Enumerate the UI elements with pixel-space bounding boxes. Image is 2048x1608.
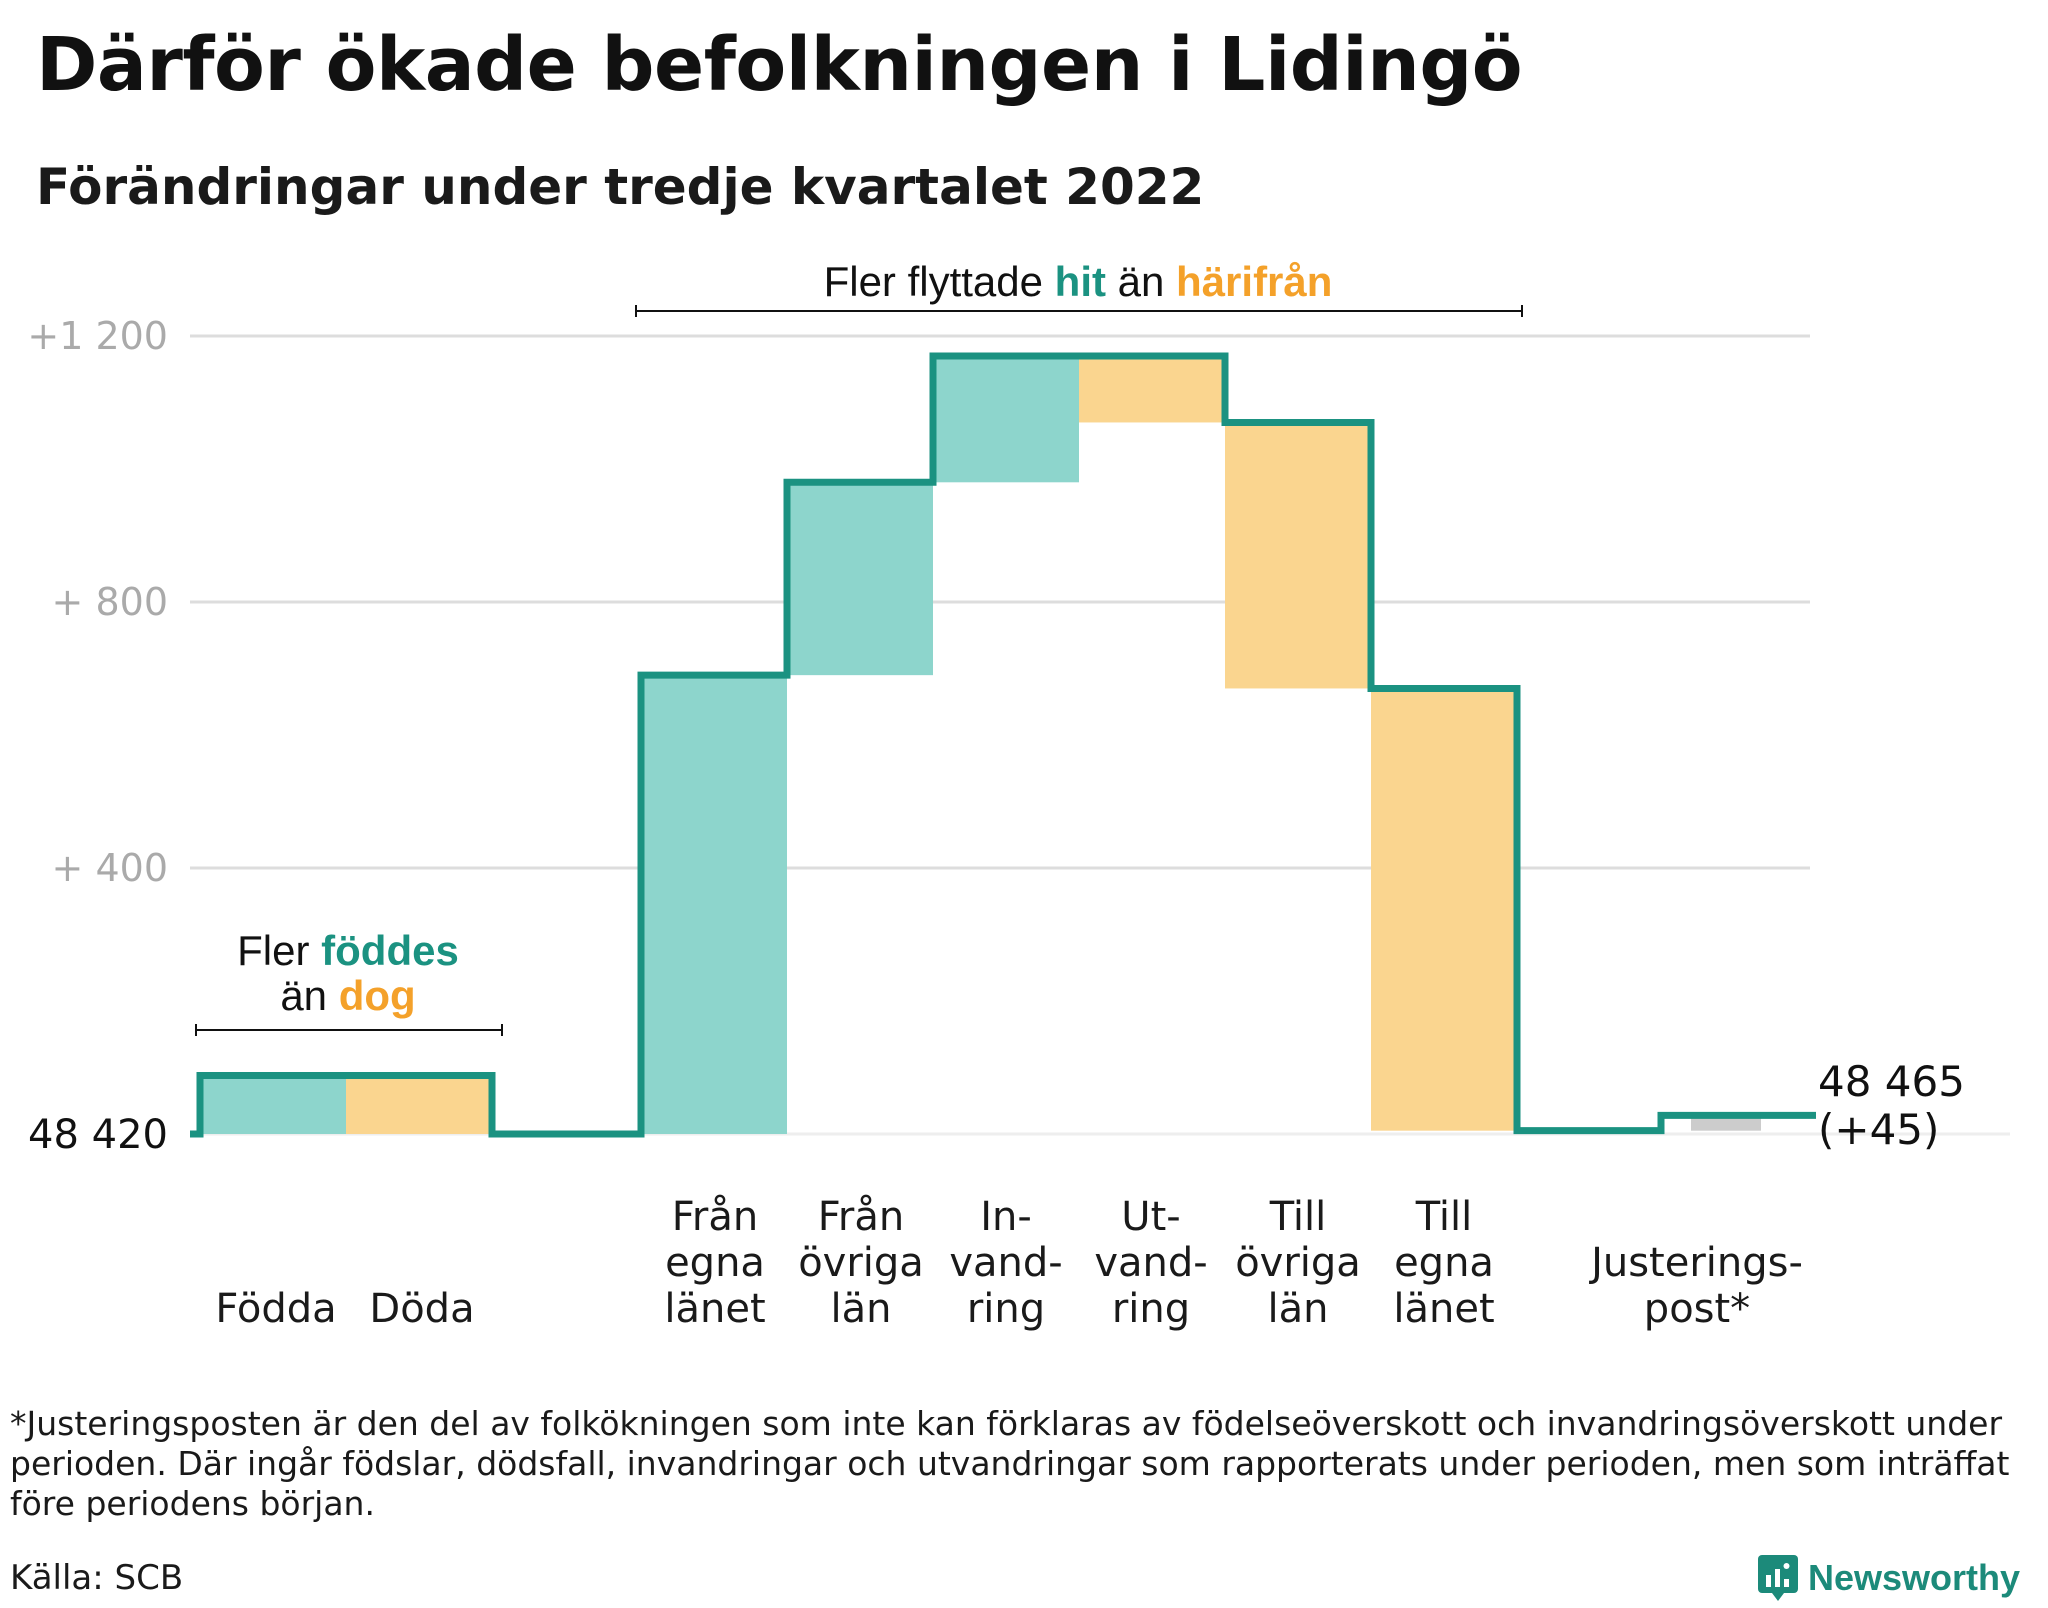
bars bbox=[200, 355, 1761, 1134]
grid-lines bbox=[190, 334, 2010, 1136]
annotation-births-part: Fler bbox=[237, 927, 321, 974]
bar-2 bbox=[346, 1075, 492, 1134]
category-label-line: länet bbox=[1393, 1286, 1494, 1332]
brand-logo: Newsworthy bbox=[1757, 1548, 2020, 1608]
bar-8 bbox=[1371, 688, 1517, 1131]
category-label-line: Till bbox=[1269, 1194, 1327, 1240]
category-label-line: egna bbox=[1394, 1240, 1494, 1286]
category-label-6: Ut-vand-ring bbox=[1094, 1194, 1207, 1332]
annotation-migration: Fler flyttade hit än härifrån bbox=[824, 258, 1333, 305]
annotation-deaths-part: än bbox=[280, 972, 338, 1019]
category-label-line: övriga bbox=[798, 1240, 924, 1286]
category-label-line: post* bbox=[1644, 1286, 1750, 1332]
category-label-2: Döda bbox=[369, 1286, 474, 1332]
category-label-line: länet bbox=[664, 1286, 765, 1332]
category-label-1: Födda bbox=[215, 1286, 336, 1332]
annotation-deaths: än dog bbox=[280, 972, 415, 1019]
end-value-label: 48 465 bbox=[1818, 1057, 1965, 1106]
category-label-line: Ut- bbox=[1121, 1194, 1180, 1240]
end-change-label: (+45) bbox=[1818, 1105, 1939, 1154]
bar-3 bbox=[641, 675, 787, 1134]
annotation-migration-part: hit bbox=[1055, 258, 1106, 305]
brand-name: Newsworthy bbox=[1807, 1557, 2020, 1598]
category-label-7: Till övriga län bbox=[1235, 1194, 1361, 1332]
annotation-migration-part: Fler flyttade bbox=[824, 258, 1055, 305]
y-tick-label-1: + 400 bbox=[52, 846, 168, 890]
y-tick-label-3: +1 200 bbox=[27, 314, 168, 358]
category-label-line: vand- bbox=[1094, 1240, 1207, 1286]
newsworthy-logo-icon bbox=[1757, 1555, 1798, 1601]
y-tick-label-2: + 800 bbox=[52, 580, 168, 624]
category-label-line: län bbox=[1268, 1286, 1329, 1332]
category-label-line: Från bbox=[672, 1194, 758, 1240]
category-label-line: ring bbox=[967, 1286, 1045, 1332]
source-label: Källa: SCB bbox=[10, 1558, 184, 1598]
category-label-line: Från bbox=[818, 1194, 904, 1240]
footnote: *Justeringsposten är den del av folkökni… bbox=[10, 1404, 2010, 1523]
category-label-4: Från övriga län bbox=[798, 1194, 924, 1332]
annotation-deaths-part: dog bbox=[339, 972, 416, 1019]
category-label-line: egna bbox=[665, 1240, 765, 1286]
category-label-line: Till bbox=[1415, 1194, 1473, 1240]
category-label-line: ring bbox=[1112, 1286, 1190, 1332]
category-label-9: Justerings-post* bbox=[1588, 1240, 1803, 1332]
category-label-line: In- bbox=[980, 1194, 1032, 1240]
annotation-migration-part: härifrån bbox=[1176, 258, 1332, 305]
baseline-value-label: 48 420 bbox=[28, 1112, 168, 1158]
cumulative-step-line bbox=[190, 352, 1816, 1138]
chart-subtitle: Förändringar under tredje kvartalet 2022 bbox=[36, 158, 1205, 216]
bar-1 bbox=[200, 1075, 346, 1134]
chart-title: Därför ökade befolkningen i Lidingö bbox=[36, 22, 1523, 108]
bar-4 bbox=[787, 482, 933, 676]
bar-9 bbox=[1691, 1115, 1761, 1131]
category-label-5: In-vand-ring bbox=[949, 1194, 1062, 1332]
category-label-line: vand- bbox=[949, 1240, 1062, 1286]
category-label-line: Döda bbox=[369, 1286, 474, 1332]
category-label-line: län bbox=[831, 1286, 892, 1332]
category-label-line: Födda bbox=[215, 1286, 336, 1332]
category-label-line: övriga bbox=[1235, 1240, 1361, 1286]
annotation-births: Fler föddes bbox=[237, 927, 459, 974]
bar-7 bbox=[1225, 422, 1371, 689]
category-label-line: Justerings- bbox=[1588, 1240, 1803, 1286]
bar-5 bbox=[933, 355, 1079, 483]
bar-6 bbox=[1079, 355, 1225, 423]
category-label-8: Till egna länet bbox=[1393, 1194, 1494, 1332]
annotation-migration-part: än bbox=[1106, 258, 1176, 305]
category-label-3: Från egna länet bbox=[664, 1194, 765, 1332]
step-line bbox=[190, 352, 1816, 1138]
annotation-births-part: föddes bbox=[321, 927, 459, 974]
